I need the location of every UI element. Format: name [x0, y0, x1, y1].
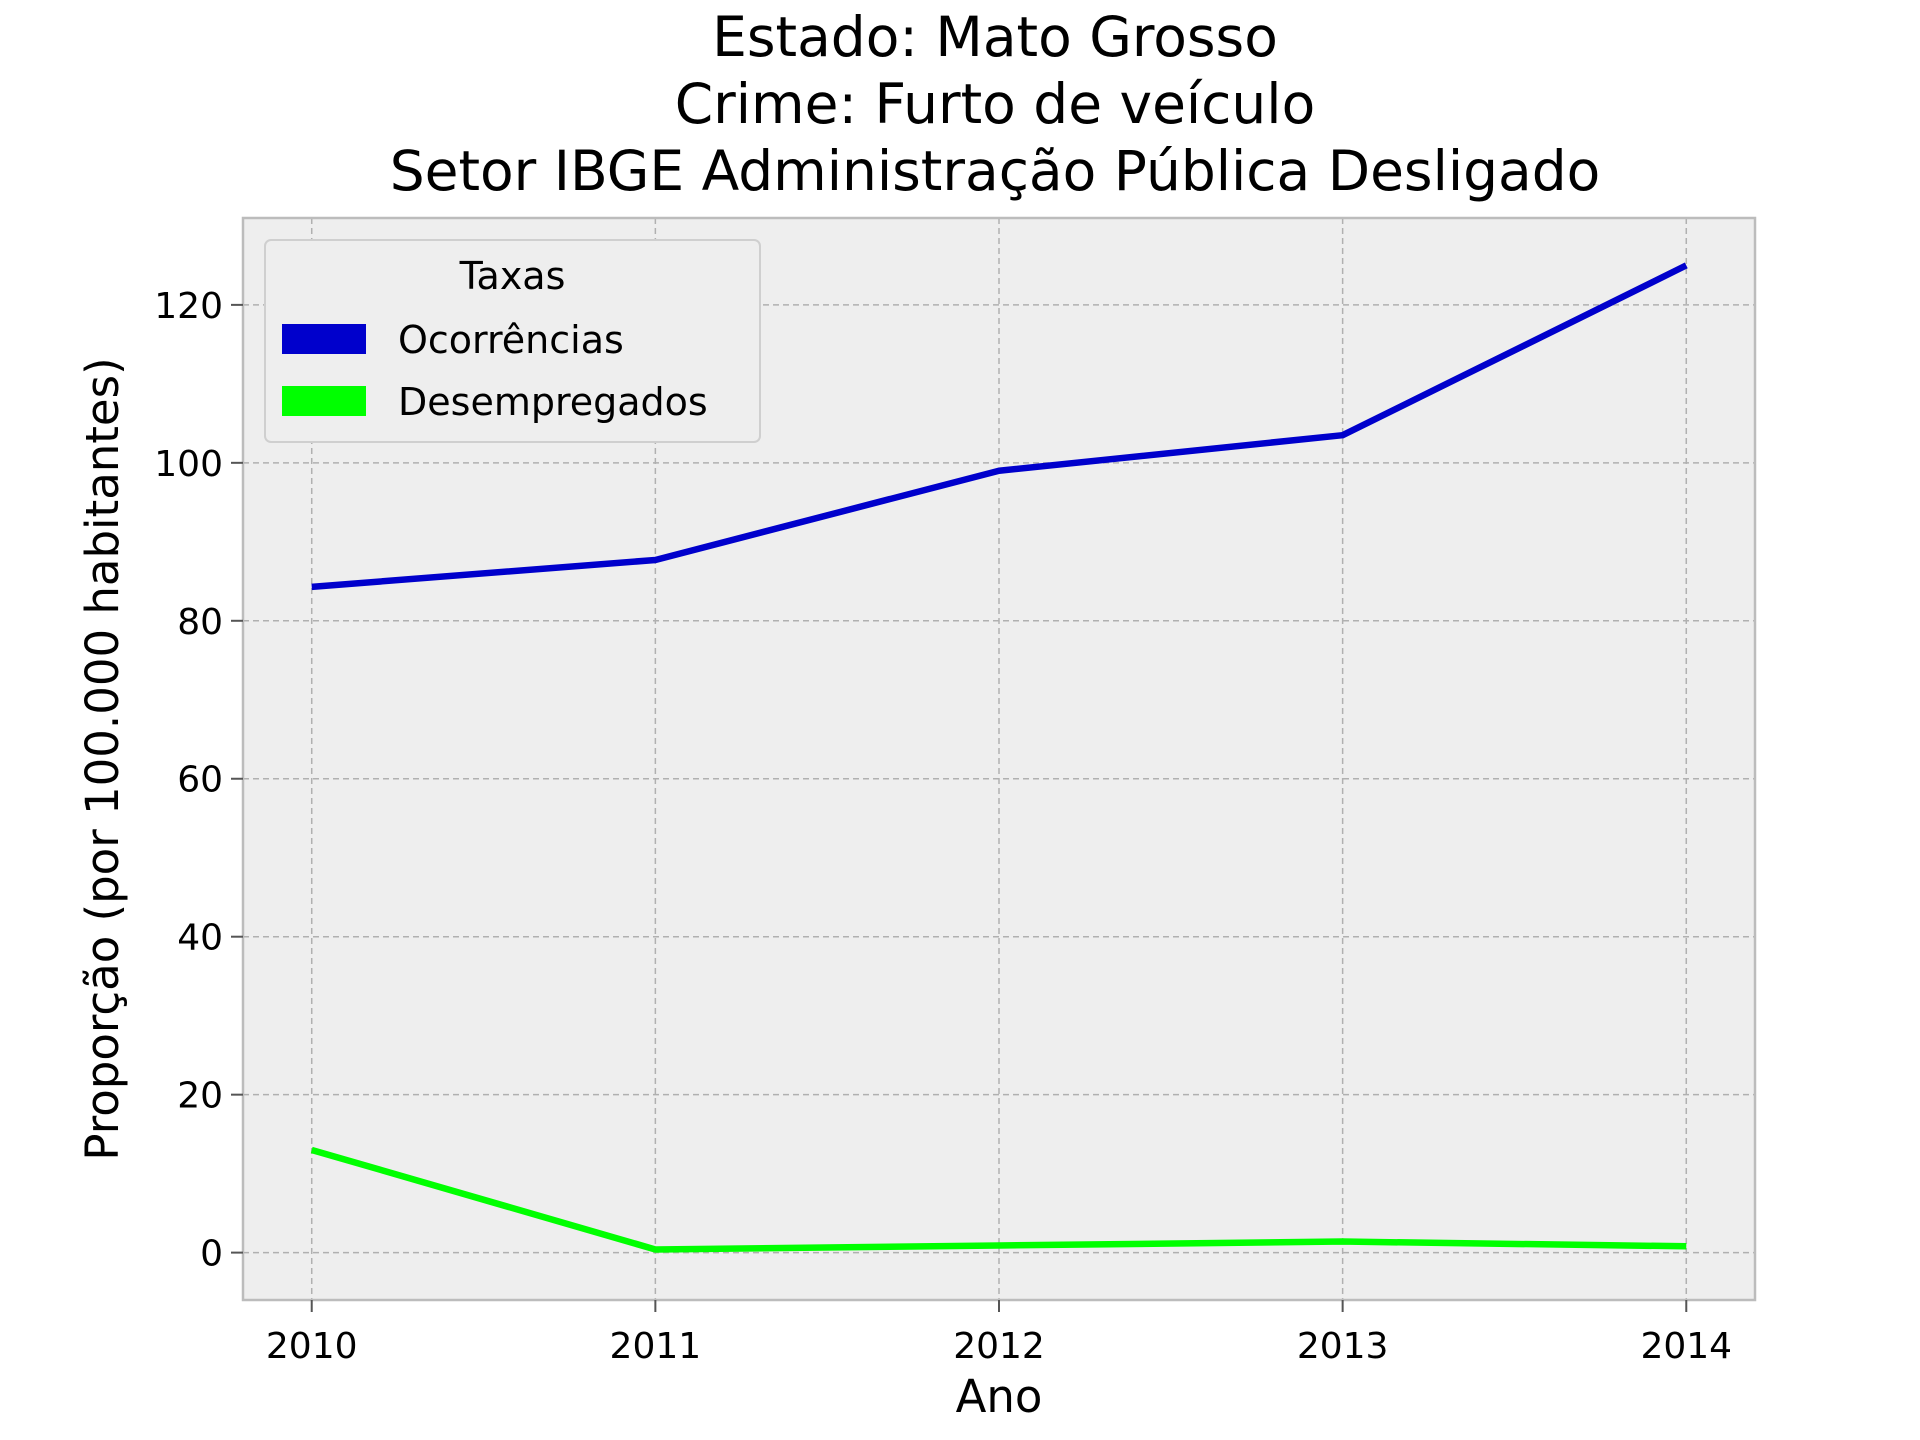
x-tick-label: 2014 — [1640, 1326, 1732, 1367]
x-tick-label: 2013 — [1297, 1326, 1389, 1367]
x-tick-label: 2012 — [953, 1326, 1045, 1367]
x-tick-label: 2010 — [266, 1326, 358, 1367]
series-lines — [310, 262, 1688, 1253]
y-axis-label: Proporção (por 100.000 habitantes) — [76, 357, 129, 1160]
title-line-2: Crime: Furto de veículo — [675, 72, 1315, 136]
y-tick-label: 80 — [177, 602, 223, 643]
legend-entries: Ocorrências Desempregados — [282, 318, 708, 424]
y-tick-label: 20 — [177, 1076, 223, 1117]
y-tick-label: 120 — [154, 286, 223, 327]
legend-label: Desempregados — [398, 380, 708, 424]
axis-ticks: 2010 2011 2012 2013 2014 0 20 40 60 80 100 120 — [154, 286, 1732, 1367]
series-line-1 — [311, 262, 1688, 591]
grid-lines — [243, 218, 1755, 1300]
y-tick-label: 40 — [177, 918, 223, 959]
legend-title: Taxas — [459, 254, 566, 298]
legend-box — [264, 239, 761, 443]
title-line-3: Setor IBGE Administração Pública Desliga… — [390, 139, 1601, 203]
y-tick-label: 60 — [177, 760, 223, 801]
y-tick-label: 0 — [200, 1234, 223, 1275]
chart-title: Estado: Mato Grosso Crime: Furto de veíc… — [390, 5, 1601, 203]
legend: Taxas Ocorrências Desempregados — [264, 239, 761, 443]
title-line-1: Estado: Mato Grosso — [712, 5, 1278, 69]
y-tick-label: 100 — [154, 444, 223, 485]
x-tick-label: 2011 — [610, 1326, 702, 1367]
x-axis-label: Ano — [956, 1370, 1043, 1423]
legend-swatch — [282, 324, 366, 354]
series-line-2 — [310, 1146, 1687, 1253]
legend-swatch — [282, 386, 366, 416]
legend-label: Ocorrências — [398, 318, 624, 362]
